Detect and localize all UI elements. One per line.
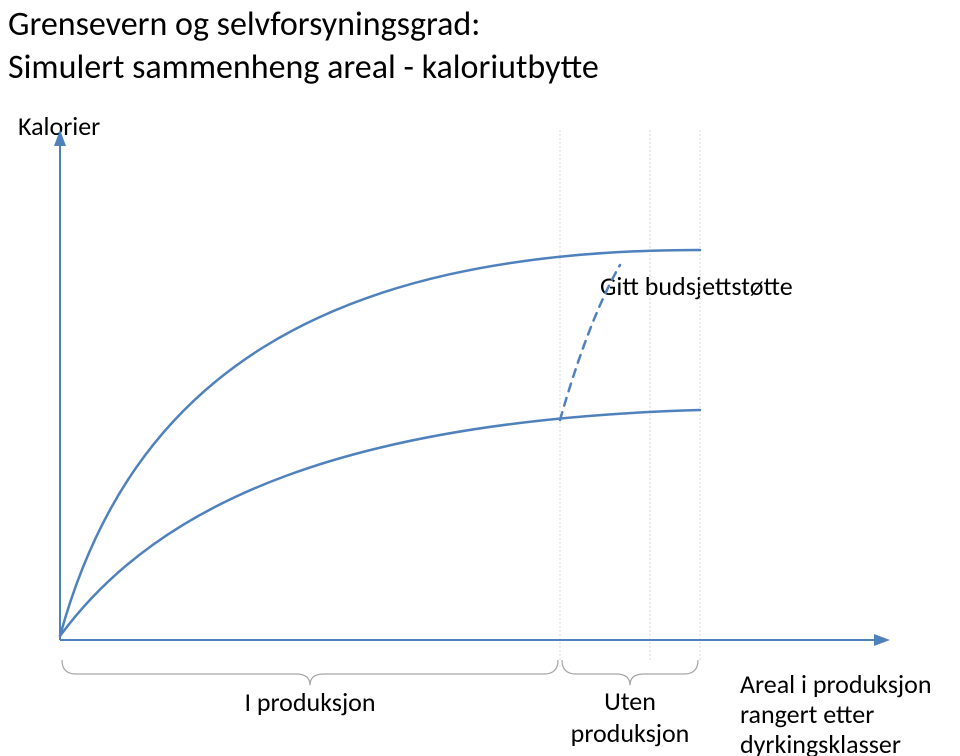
page-root: Grensevern og selvforsyningsgrad: Simule… xyxy=(0,0,960,756)
x-axis-right-line3: dyrkingsklasser xyxy=(740,728,901,756)
x-axis-right-line2: rangert etter xyxy=(740,698,874,730)
y-axis-label: Kalorier xyxy=(18,110,100,142)
out-of-production-line2: produksjon xyxy=(571,717,690,749)
title-line1: Grensevern og selvforsyningsgrad: xyxy=(8,4,480,45)
curve-label: Gitt budsjettstøtte xyxy=(600,270,793,302)
brace-label-in-production: I produksjon xyxy=(180,686,440,718)
chart-svg xyxy=(0,0,960,756)
title-line2: Simulert sammenheng areal - kaloriutbytt… xyxy=(8,47,599,88)
page-title: Grensevern og selvforsyningsgrad: Simule… xyxy=(8,4,599,89)
out-of-production-line1: Uten xyxy=(604,685,656,717)
x-axis-label-right: Areal i produksjon rangert etter dyrking… xyxy=(740,670,932,756)
x-axis-right-line1: Areal i produksjon xyxy=(740,668,932,700)
brace-label-out-of-production: Uten produksjon xyxy=(555,685,705,749)
